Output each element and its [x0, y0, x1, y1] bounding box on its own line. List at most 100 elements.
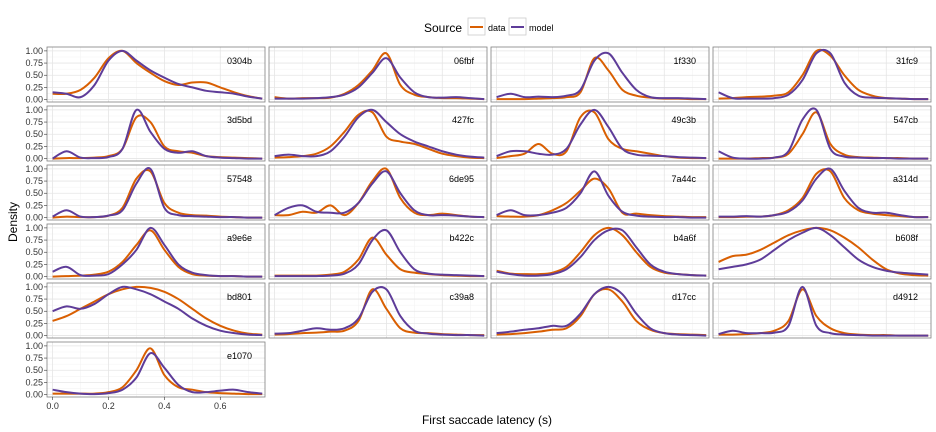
panel-label: bd801 [227, 292, 252, 302]
panel-label: 1f330 [673, 56, 696, 66]
y-tick-label: 0.75 [25, 353, 43, 363]
panel-label: b4a6f [673, 233, 696, 243]
y-tick-label: 0.50 [25, 129, 43, 139]
panel-label: 427fc [452, 115, 475, 125]
panel-border [712, 46, 932, 103]
y-tick-label: 0.75 [25, 58, 43, 68]
panel-a9e6e: a9e6e 0.00 0.25 0.50 0.75 1.00 [25, 223, 266, 282]
panel-border [490, 164, 710, 221]
panel-background [491, 47, 709, 102]
y-tick-label: 0.75 [25, 117, 43, 127]
panel-background [713, 47, 931, 102]
x-tick-label: 0.0 [46, 401, 59, 411]
panel-background [269, 106, 487, 161]
panel-427fc: 427fc [268, 105, 488, 162]
panel-57548: 57548 0.00 0.25 0.50 0.75 1.00 [25, 164, 266, 223]
series-line-model [718, 48, 929, 101]
panel-background [47, 342, 265, 397]
y-tick-label: 1.00 [25, 46, 43, 56]
panel-label: d4912 [893, 292, 918, 302]
panel-background [47, 165, 265, 220]
legend-title: Source [424, 21, 462, 35]
legend-item-data: data [467, 17, 506, 36]
panel-d17cc: d17cc [490, 282, 710, 339]
panel-b608f: b608f [712, 223, 932, 280]
series-line-model [496, 285, 707, 337]
series-line-model [52, 226, 263, 278]
y-tick-label: 1.00 [25, 223, 43, 233]
y-tick-label: 0.25 [25, 259, 43, 269]
panel-06fbf: 06fbf [268, 46, 488, 103]
y-tick-label: 0.00 [25, 272, 43, 282]
series-line-data [274, 109, 485, 160]
panel-border [712, 282, 932, 339]
y-tick-label: 0.75 [25, 235, 43, 245]
series-line-model [274, 170, 485, 219]
y-tick-label: 1.00 [25, 341, 43, 351]
series-line-data [274, 167, 485, 219]
panel-border [46, 46, 266, 103]
y-tick-label: 0.50 [25, 188, 43, 198]
y-tick-label: 0.50 [25, 70, 43, 80]
panel-label: 57548 [227, 174, 252, 184]
panel-3d5bd: 3d5bd 0.00 0.25 0.50 0.75 1.00 [25, 105, 266, 164]
y-tick-label: 0.25 [25, 200, 43, 210]
series-line-model [274, 108, 485, 159]
series-line-model [496, 51, 707, 101]
x-tick-label: 0.6 [214, 401, 227, 411]
panel-b4a6f: b4a6f [490, 223, 710, 280]
x-tick-label: 0.2 [102, 401, 115, 411]
panel-background [269, 47, 487, 102]
panel-6de95: 6de95 [268, 164, 488, 221]
panel-0304b: 0304b 0.00 0.25 0.50 0.75 1.00 [25, 46, 266, 105]
y-tick-label: 0.25 [25, 377, 43, 387]
panel-label: 49c3b [671, 115, 696, 125]
panel-547cb: 547cb [712, 105, 932, 162]
series-line-model [274, 286, 485, 337]
series-line-model [718, 107, 929, 160]
y-axis-label: Density [6, 202, 20, 242]
panel-b422c: b422c [268, 223, 488, 280]
x-axis: 0.0 0.2 0.4 0.6 [46, 397, 227, 411]
panel-border [46, 164, 266, 221]
y-tick-label: 1.00 [25, 282, 43, 292]
x-tick-label: 0.4 [158, 401, 171, 411]
panel-border [268, 164, 488, 221]
series-line-model [718, 167, 929, 219]
panel-31fc9: 31fc9 [712, 46, 932, 103]
y-tick-label: 0.50 [25, 306, 43, 316]
panel-border [46, 223, 266, 280]
panel-border [46, 341, 266, 398]
y-tick-label: 0.25 [25, 141, 43, 151]
series-line-model [274, 228, 485, 278]
y-tick-label: 0.75 [25, 294, 43, 304]
panel-border [268, 223, 488, 280]
series-line-model [496, 170, 707, 219]
y-tick-label: 0.00 [25, 390, 43, 400]
panel-border [712, 223, 932, 280]
panel-e1070: e1070 0.00 0.25 0.50 0.75 1.00 [25, 341, 266, 400]
panel-label: 3d5bd [227, 115, 252, 125]
panel-49c3b: 49c3b [490, 105, 710, 162]
y-tick-label: 1.00 [25, 105, 43, 115]
y-tick-label: 0.50 [25, 365, 43, 375]
panels: 0304b 0.00 0.25 0.50 0.75 1.00 06fbf 1f330 31fc9… [25, 46, 932, 400]
series-line-model [52, 108, 263, 160]
series-line-data [52, 49, 263, 100]
panel-background [491, 165, 709, 220]
y-tick-label: 0.50 [25, 247, 43, 257]
panel-background [713, 106, 931, 161]
panel-label: 06fbf [454, 56, 475, 66]
y-tick-label: 0.00 [25, 95, 43, 105]
y-tick-label: 0.00 [25, 331, 43, 341]
series-line-model [52, 285, 263, 337]
series-line-model [496, 227, 707, 277]
panel-background [713, 165, 931, 220]
panel-7a44c: 7a44c [490, 164, 710, 221]
panel-border [46, 105, 266, 162]
panel-1f330: 1f330 [490, 46, 710, 103]
legend-label-data: data [488, 23, 506, 33]
legend-label-model: model [529, 23, 554, 33]
series-line-model [718, 285, 929, 337]
